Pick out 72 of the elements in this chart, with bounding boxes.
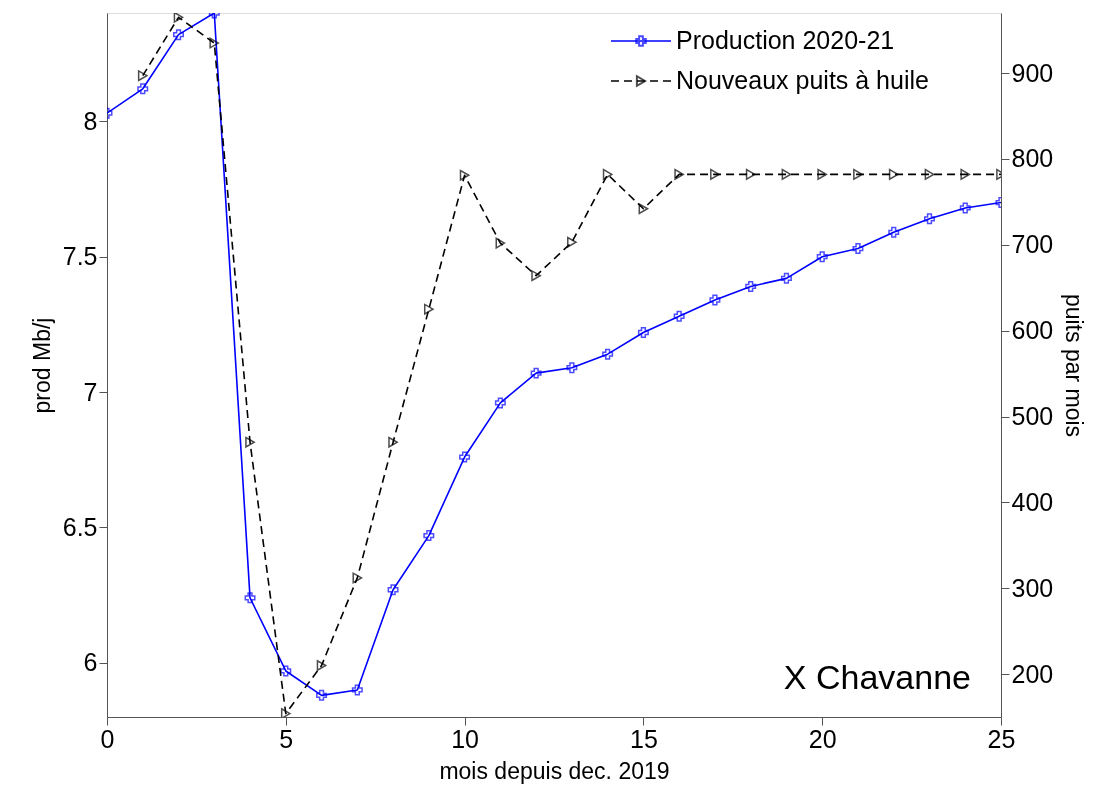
point — [602, 168, 613, 180]
point — [495, 237, 506, 249]
point — [816, 251, 828, 263]
point — [316, 689, 328, 701]
point — [316, 659, 327, 671]
point — [351, 684, 363, 696]
y2-tick-label: 500 — [1011, 402, 1054, 431]
y-tick-label: 8 — [83, 106, 98, 135]
point — [781, 168, 792, 180]
point — [888, 168, 899, 180]
point — [924, 168, 935, 180]
y-axis-title: prod Mb/j — [28, 317, 55, 414]
point — [137, 70, 148, 82]
point — [709, 294, 721, 306]
point — [710, 168, 720, 180]
point — [602, 348, 614, 360]
point — [638, 203, 649, 215]
point — [459, 169, 470, 181]
point — [959, 202, 971, 214]
point — [780, 272, 792, 284]
point — [494, 397, 506, 409]
point — [960, 168, 971, 180]
x-tick-label: 0 — [100, 724, 115, 753]
point — [530, 367, 542, 379]
point — [888, 226, 900, 238]
point — [423, 303, 434, 315]
x-tick-label: 25 — [987, 724, 1016, 753]
y2-tick-label: 800 — [1011, 144, 1054, 173]
point — [567, 236, 577, 248]
x-tick-label: 5 — [279, 724, 294, 753]
y-tick-label: 6.5 — [62, 512, 98, 541]
legend-label: Nouveaux puits à huile — [676, 66, 929, 94]
point — [853, 168, 863, 180]
point — [817, 168, 828, 180]
y2-tick-label: 300 — [1011, 573, 1054, 602]
point — [745, 168, 756, 180]
point — [923, 213, 935, 225]
point — [673, 310, 685, 322]
point — [423, 530, 435, 542]
y-tick-label: 7.5 — [62, 242, 98, 271]
y2-tick-label: 200 — [1011, 659, 1054, 688]
legend-label: Production 2020-21 — [676, 26, 895, 54]
point — [745, 280, 757, 292]
y2-axis-title: puits par mois — [1061, 293, 1088, 438]
point — [137, 83, 149, 95]
point — [566, 362, 578, 374]
y2-tick-label: 600 — [1011, 316, 1054, 345]
point — [245, 436, 255, 448]
y2-tick-label: 900 — [1011, 58, 1054, 87]
x-tick-label: 15 — [629, 724, 658, 753]
y2-tick-label: 400 — [1011, 487, 1054, 516]
x-tick-label: 20 — [808, 724, 837, 753]
y-tick-label: 7 — [83, 377, 98, 406]
point — [674, 168, 685, 180]
point — [280, 665, 292, 677]
point — [173, 29, 185, 41]
annotation: X Chavanne — [783, 658, 971, 696]
y2-tick-label: 700 — [1011, 230, 1054, 259]
point — [852, 243, 864, 255]
point — [244, 592, 256, 604]
point — [387, 584, 399, 596]
point — [352, 572, 363, 584]
point — [209, 37, 220, 49]
point — [173, 13, 184, 23]
y-tick-label: 6 — [83, 648, 98, 677]
point — [459, 451, 471, 463]
point — [531, 270, 541, 282]
point — [637, 327, 649, 338]
point — [388, 436, 398, 448]
x-axis-title: mois depuis dec. 2019 — [439, 757, 670, 784]
point — [280, 708, 291, 717]
x-tick-label: 10 — [451, 724, 480, 753]
